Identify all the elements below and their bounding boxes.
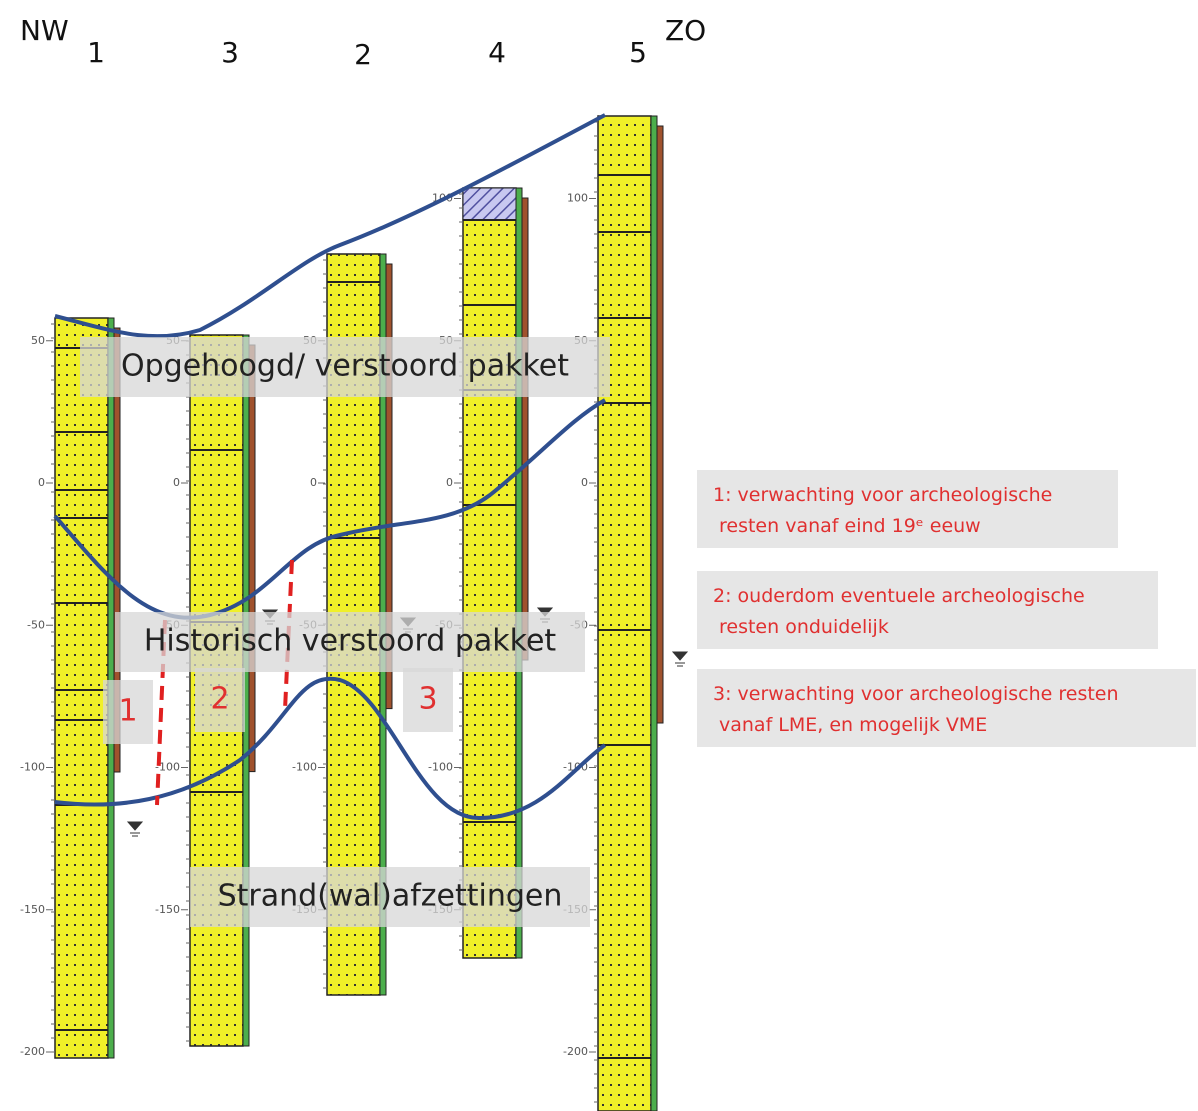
stripe-green — [515, 187, 523, 959]
hatched-layer — [462, 187, 517, 221]
direction-zo: ZO — [665, 14, 706, 47]
tick-label: -50 — [27, 618, 45, 631]
tick-label: -150 — [155, 903, 180, 916]
tick-label: -150 — [20, 903, 45, 916]
direction-nw: NW — [20, 14, 69, 47]
zone-label: 2 — [210, 682, 229, 717]
borehole-label: 2 — [354, 38, 372, 71]
layer-label: Historisch verstoord pakket — [144, 624, 557, 659]
note-text: 1: verwachting voor archeologische — [713, 484, 1052, 506]
tick-label: -200 — [563, 1045, 588, 1058]
borehole-column — [462, 187, 517, 959]
tick-label: 0 — [310, 476, 317, 489]
tick-label: 0 — [446, 476, 453, 489]
layer-label: Strand(wal)afzettingen — [218, 879, 563, 914]
tick-label: 0 — [581, 476, 588, 489]
zone-label-bg — [403, 668, 453, 732]
zone-label-bg — [195, 668, 245, 732]
boundary-bottom — [54, 676, 607, 821]
zone-label: 3 — [418, 682, 437, 717]
water-level — [126, 821, 144, 837]
note-text: 3: verwachting voor archeologische reste… — [713, 683, 1119, 705]
note-bg — [697, 669, 1196, 747]
layer-label-bg — [190, 867, 590, 927]
borehole-label: 1 — [87, 36, 105, 69]
note-text: vanaf LME, en mogelijk VME — [719, 714, 987, 736]
note-text: resten onduidelijk — [719, 616, 889, 638]
zone-label-bg — [103, 680, 153, 744]
zone-label: 1 — [118, 694, 137, 729]
layer-label-bg — [115, 612, 585, 672]
note-text: resten vanaf eind 19ᵉ eeuw — [719, 515, 981, 537]
layer-label: Opgehoogd/ verstoord pakket — [121, 349, 569, 384]
tick-label: 0 — [38, 476, 45, 489]
tick-label: 0 — [173, 476, 180, 489]
stripe-brown — [521, 197, 529, 661]
stripe-brown — [113, 327, 121, 773]
stripe-brown — [248, 344, 256, 773]
borehole-label: 5 — [629, 36, 647, 69]
tick-label: -200 — [20, 1045, 45, 1058]
tick-label: -100 — [20, 761, 45, 774]
tick-label: -100 — [155, 761, 180, 774]
stripe-green — [650, 115, 658, 1111]
note-bg — [697, 470, 1118, 548]
water-level — [671, 651, 689, 667]
tick-label: 50 — [31, 334, 45, 347]
borehole-column — [597, 115, 652, 1111]
stripe-brown — [385, 263, 393, 710]
borehole-column — [54, 317, 109, 1059]
boundary-top — [54, 113, 606, 339]
layer-label-bg — [80, 337, 610, 397]
borehole-label: 4 — [488, 36, 506, 69]
tick-label: -100 — [428, 761, 453, 774]
tick-label: 100 — [567, 192, 588, 205]
borehole-label: 3 — [221, 36, 239, 69]
note-bg — [697, 571, 1158, 649]
tick-label: -100 — [292, 761, 317, 774]
boundary-middle — [53, 398, 606, 620]
stripe-brown — [656, 125, 664, 724]
note-text: 2: ouderdom eventuele archeologische — [713, 585, 1085, 607]
